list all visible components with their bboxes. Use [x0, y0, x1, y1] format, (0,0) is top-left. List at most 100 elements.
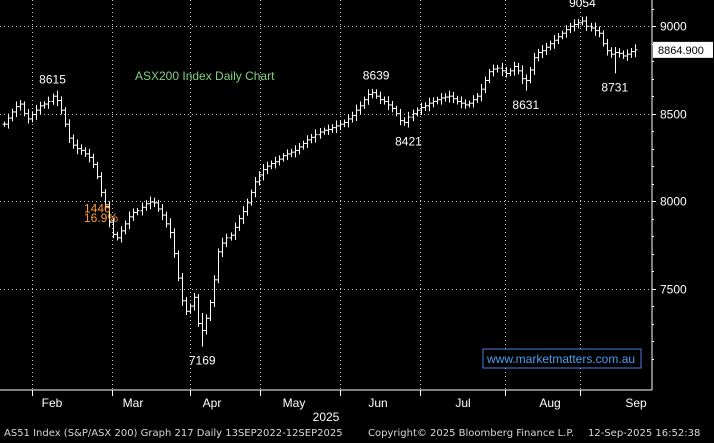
ohlc-bar [285, 149, 290, 161]
ohlc-bar [398, 109, 403, 126]
ohlc-bar [188, 303, 193, 314]
ohlc-bar [487, 69, 492, 84]
ohlc-bar [220, 237, 225, 258]
ohlc-bar [2, 121, 7, 127]
ohlc-bar [402, 117, 407, 126]
ohlc-bar [451, 91, 456, 104]
ohlc-bar [55, 90, 60, 107]
ohlc-bar [233, 222, 238, 240]
ohlc-bar [216, 248, 221, 284]
ohlc-bar [625, 49, 630, 61]
ohlc-bar [83, 147, 88, 157]
ohlc-bar [330, 124, 335, 133]
chart-annotation: 8615 [39, 73, 66, 87]
ohlc-bar [483, 76, 488, 94]
ohlc-bar [536, 48, 541, 62]
ohlc-bar [423, 102, 428, 112]
ohlc-bar [394, 105, 399, 117]
ohlc-bar [75, 139, 80, 155]
ohlc-bar [580, 16, 585, 26]
ohlc-bar [204, 314, 209, 335]
ohlc-bar [152, 197, 157, 208]
y-tick-label: 8500 [660, 108, 687, 122]
ohlc-bar [524, 74, 529, 91]
watermark-box[interactable]: www.marketmatters.com.au [482, 348, 642, 369]
last-price-label: 8864.900 [658, 45, 704, 57]
ohlc-bar [366, 89, 371, 105]
chart-annotation: 8421 [395, 134, 422, 148]
x-tick-label: Sep [625, 396, 647, 410]
ohlc-bar [435, 96, 440, 105]
ohlc-bar [127, 211, 132, 230]
ohlc-bar [144, 200, 149, 211]
ohlc-bar [528, 67, 533, 84]
ohlc-bar [164, 211, 169, 228]
ohlc-bar [338, 119, 343, 131]
ohlc-bar [609, 47, 614, 58]
ohlc-bar [370, 88, 375, 99]
chart-annotation: 9054 [569, 0, 596, 10]
ohlc-bar [568, 23, 573, 33]
ohlc-bar [229, 232, 234, 241]
ohlc-bar [633, 44, 638, 58]
chart-annotation: 7169 [189, 353, 216, 367]
y-axis: 7500 8000 8500 9000 [651, 0, 687, 390]
x-tick-label: Aug [539, 396, 560, 410]
ohlc-bar [374, 89, 379, 99]
ohlc-bar [589, 22, 594, 32]
ohlc-bar [532, 52, 537, 75]
watermark-link[interactable]: www.marketmatters.com.au [486, 352, 635, 366]
ohlc-bar [257, 171, 262, 186]
ohlc-bar [277, 155, 282, 166]
ohlc-bar [99, 172, 104, 197]
footer-copyright: Copyright© 2025 Bloomberg Finance L.P. [368, 428, 575, 439]
ohlc-bar [322, 127, 327, 135]
ohlc-bar [334, 120, 339, 134]
y-tick-label: 8000 [660, 195, 687, 209]
ohlc-bar [415, 107, 420, 117]
ohlc-bar [601, 30, 606, 47]
ohlc-bars [2, 16, 638, 347]
ohlc-bar [10, 108, 15, 122]
ohlc-bar [253, 176, 258, 198]
chart-annotation: 16.9% [84, 211, 118, 225]
ohlc-bar [447, 90, 452, 103]
footer-timestamp: 12-Sep-2025 16:52:38 [588, 428, 701, 439]
ohlc-bar [617, 48, 622, 58]
ohlc-bar [131, 208, 136, 221]
ohlc-bar [26, 109, 31, 124]
ohlc-bar [46, 96, 51, 109]
ohlc-bar [180, 273, 185, 306]
ohlc-bar [249, 189, 254, 206]
ohlc-bar [309, 133, 314, 144]
ohlc-bar [71, 134, 76, 149]
ohlc-bar [455, 95, 460, 105]
ohlc-bar [584, 16, 589, 31]
ohlc-bar [168, 218, 173, 239]
ohlc-bar [362, 96, 367, 109]
ohlc-bar [119, 226, 124, 243]
ohlc-bar [313, 129, 318, 143]
ohlc-bar [172, 228, 177, 258]
ohlc-bar [593, 22, 598, 36]
ohlc-bar [269, 160, 274, 170]
x-axis-year: 2025 [313, 410, 340, 424]
y-tick-label: 9000 [660, 20, 687, 34]
ohlc-bar [305, 135, 310, 149]
ohlc-bar [520, 65, 525, 85]
ohlc-bar [443, 93, 448, 102]
ohlc-bar [38, 101, 43, 115]
ohlc-bar [107, 201, 112, 228]
ohlc-bar [289, 148, 294, 158]
y-tick-label: 7500 [660, 283, 687, 297]
chart-annotation: 8731 [601, 80, 628, 94]
ohlc-bar [495, 64, 500, 73]
ohlc-bar [301, 140, 306, 150]
ohlc-bar [318, 127, 323, 139]
ohlc-bar [500, 62, 505, 77]
ohlc-bar [576, 18, 581, 29]
x-axis: Feb Mar Apr May Jun Jul Aug Sep 2025 [0, 389, 652, 424]
ohlc-bar [91, 153, 96, 169]
ohlc-bar [471, 95, 476, 108]
ohlc-bar [390, 101, 395, 113]
